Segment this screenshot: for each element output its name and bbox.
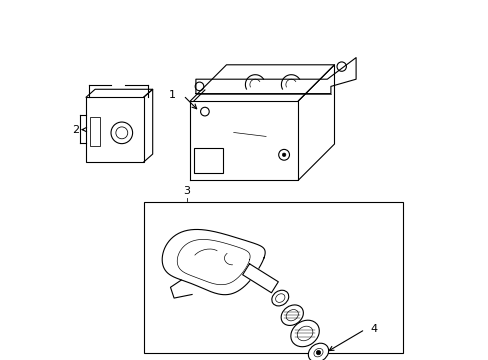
Circle shape (278, 149, 289, 160)
Text: 4: 4 (370, 324, 377, 334)
Text: 3: 3 (183, 186, 190, 196)
Ellipse shape (271, 290, 288, 306)
Circle shape (200, 107, 209, 116)
Ellipse shape (285, 310, 298, 321)
Bar (89, 117, 100, 146)
Ellipse shape (297, 326, 312, 341)
Ellipse shape (281, 305, 303, 325)
Circle shape (282, 153, 285, 157)
Bar (86, 97, 143, 162)
Circle shape (316, 351, 320, 355)
Polygon shape (242, 264, 278, 293)
Bar (143, 202, 402, 353)
Circle shape (116, 127, 127, 139)
Circle shape (336, 62, 346, 71)
Ellipse shape (275, 294, 285, 302)
Ellipse shape (313, 348, 323, 357)
Ellipse shape (308, 343, 328, 360)
Text: 2: 2 (72, 125, 79, 135)
Circle shape (111, 122, 132, 144)
Ellipse shape (290, 320, 319, 347)
Text: 1: 1 (169, 90, 176, 100)
Bar (194, 148, 223, 173)
Circle shape (195, 82, 203, 91)
